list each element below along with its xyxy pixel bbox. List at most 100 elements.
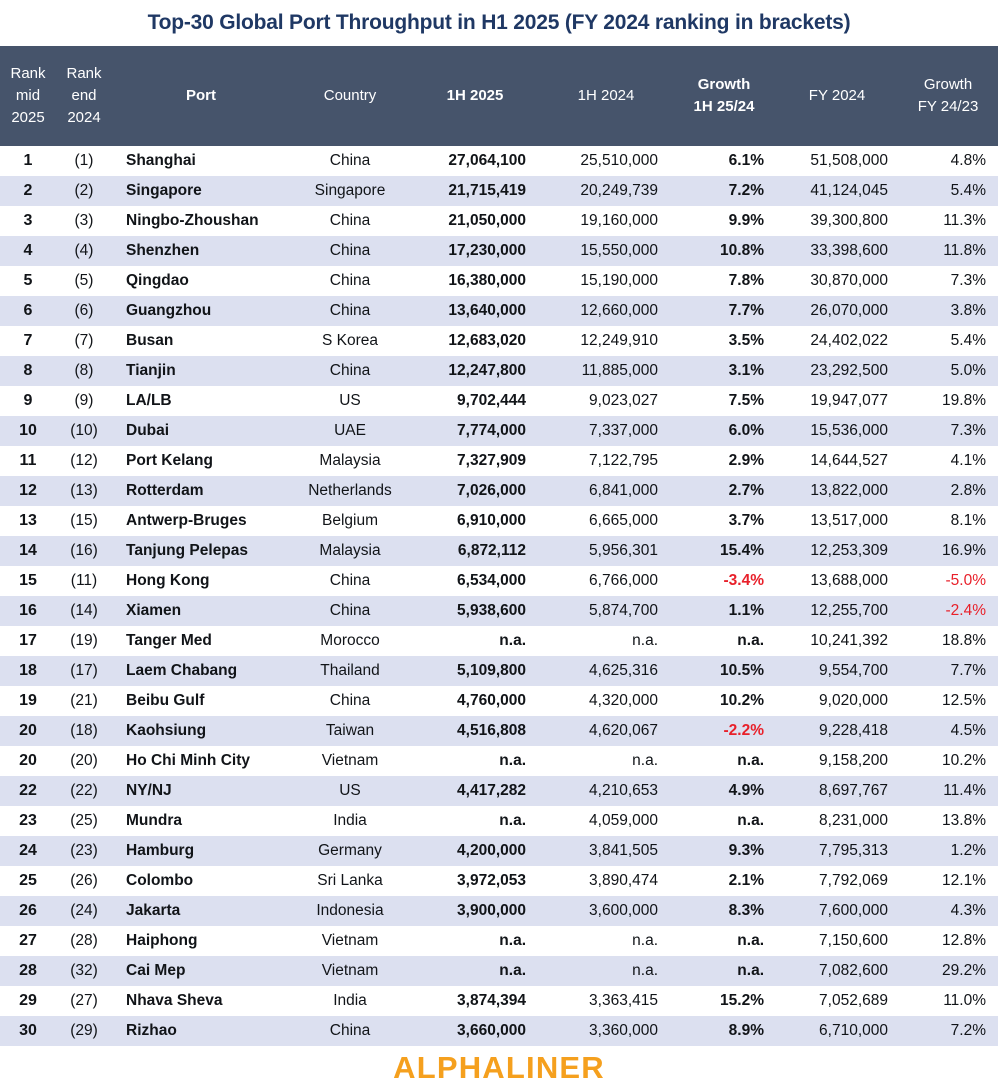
cell-h1-2024: n.a.: [632, 962, 658, 979]
cell-rank-mid: 9: [23, 392, 33, 409]
cell-growth-1h: 2.1%: [728, 872, 764, 889]
cell-h1-2024: 3,890,474: [589, 872, 658, 889]
cell-port-name: Tianjin: [126, 362, 176, 379]
cell-rank-mid: 24: [19, 842, 37, 859]
cell-rank-end: (28): [70, 932, 98, 949]
alphaliner-logo: ALPHALINER: [393, 1050, 605, 1085]
column-header-rank-end-2024: Rank end 2024: [56, 46, 112, 146]
cell-rank-end: (1): [74, 152, 94, 169]
footer: ALPHALINER: [0, 1046, 998, 1088]
cell-growth-1h: n.a.: [737, 962, 764, 979]
cell-rank-mid: 3: [23, 212, 33, 229]
cell-h1-2024: 4,320,000: [589, 692, 658, 709]
cell-rank-end: (20): [70, 752, 98, 769]
port-throughput-table: Rank mid 2025 Rank end 2024 Port Country…: [0, 46, 998, 1046]
cell-h1-2025: 7,327,909: [457, 452, 526, 469]
cell-h1-2025: 3,874,394: [457, 992, 526, 1009]
cell-port-name: Nhava Sheva: [126, 992, 223, 1009]
cell-growth-fy: 18.8%: [942, 632, 986, 649]
cell-growth-fy: 7.7%: [950, 662, 986, 679]
cell-rank-mid: 13: [19, 512, 37, 529]
cell-rank-mid: 1: [23, 152, 33, 169]
cell-rank-mid: 28: [19, 962, 37, 979]
cell-growth-fy: 5.0%: [950, 362, 986, 379]
cell-h1-2024: n.a.: [632, 752, 658, 769]
cell-growth-1h: 4.9%: [728, 782, 764, 799]
cell-h1-2024: 5,956,301: [589, 542, 658, 559]
cell-country: Malaysia: [319, 452, 381, 469]
cell-country: UAE: [334, 422, 366, 439]
rank-mid-line3: 2025: [11, 108, 45, 126]
cell-fy-2024: 15,536,000: [810, 422, 888, 439]
cell-h1-2024: 3,360,000: [589, 1022, 658, 1039]
cell-h1-2025: n.a.: [499, 962, 526, 979]
cell-h1-2025: n.a.: [499, 632, 526, 649]
cell-rank-mid: 17: [19, 632, 37, 649]
table-row: 24 (23) Hamburg Germany 4,200,000 3,841,505 9.…: [0, 836, 998, 866]
cell-fy-2024: 12,253,309: [810, 542, 888, 559]
table-row: 29 (27) Nhava Sheva India 3,874,394 3,363,415…: [0, 986, 998, 1016]
table-row: 23 (25) Mundra India n.a. 4,059,000 n.a. 8,231,…: [0, 806, 998, 836]
cell-rank-mid: 29: [19, 992, 37, 1009]
cell-port-name: Singapore: [126, 182, 202, 199]
cell-port-name: Mundra: [126, 812, 182, 829]
table-row: 14 (16) Tanjung Pelepas Malaysia 6,872,112 5,…: [0, 536, 998, 566]
cell-fy-2024: 24,402,022: [810, 332, 888, 349]
cell-growth-fy: 7.3%: [950, 422, 986, 439]
cell-growth-1h: n.a.: [737, 812, 764, 829]
table-row: 20 (20) Ho Chi Minh City Vietnam n.a. n.a. n.a…: [0, 746, 998, 776]
cell-h1-2025: 5,938,600: [457, 602, 526, 619]
cell-h1-2025: 21,715,419: [448, 182, 526, 199]
cell-fy-2024: 13,517,000: [810, 512, 888, 529]
cell-rank-mid: 20: [19, 752, 37, 769]
cell-growth-fy: 7.3%: [950, 272, 986, 289]
cell-rank-end: (21): [70, 692, 98, 709]
cell-rank-end: (26): [70, 872, 98, 889]
table-row: 7 (7) Busan S Korea 12,683,020 12,249,910 3.5%…: [0, 326, 998, 356]
rank-mid-line1: Rank: [10, 65, 46, 83]
cell-country: US: [339, 782, 361, 799]
cell-port-name: Laem Chabang: [126, 662, 238, 679]
cell-growth-fy: 4.3%: [950, 902, 986, 919]
column-header-growth-fy: Growth FY 24/23: [898, 46, 998, 146]
growth-fy-line2: FY 24/23: [917, 98, 979, 115]
cell-growth-fy: 16.9%: [942, 542, 986, 559]
cell-rank-mid: 16: [19, 602, 37, 619]
cell-h1-2025: 21,050,000: [448, 212, 526, 229]
cell-growth-1h: 8.9%: [728, 1022, 764, 1039]
table-row: 12 (13) Rotterdam Netherlands 7,026,000 6,841…: [0, 476, 998, 506]
cell-h1-2025: 4,760,000: [457, 692, 526, 709]
cell-rank-mid: 11: [19, 452, 37, 469]
cell-rank-end: (29): [70, 1022, 98, 1039]
cell-port-name: Qingdao: [126, 272, 189, 289]
page-title: Top-30 Global Port Throughput in H1 2025…: [147, 11, 851, 34]
cell-port-name: Tanger Med: [126, 632, 212, 649]
cell-h1-2024: 11,885,000: [581, 362, 658, 379]
cell-port-name: Ningbo-Zhoushan: [126, 212, 259, 229]
cell-h1-2024: 25,510,000: [580, 152, 658, 169]
cell-growth-1h: 3.1%: [728, 362, 764, 379]
cell-rank-end: (19): [70, 632, 98, 649]
table-row: 6 (6) Guangzhou China 13,640,000 12,660,000 7.…: [0, 296, 998, 326]
table-row: 10 (10) Dubai UAE 7,774,000 7,337,000 6.0% 15,5…: [0, 416, 998, 446]
cell-port-name: Shanghai: [126, 152, 196, 169]
cell-port-name: Beibu Gulf: [126, 692, 205, 709]
cell-port-name: Hamburg: [126, 842, 195, 859]
cell-country: S Korea: [321, 332, 378, 349]
cell-rank-end: (25): [70, 812, 98, 829]
cell-country: Morocco: [320, 632, 380, 649]
table-row: 5 (5) Qingdao China 16,380,000 15,190,000 7.8%…: [0, 266, 998, 296]
table-row: 8 (8) Tianjin China 12,247,800 11,885,000 3.1%…: [0, 356, 998, 386]
cell-rank-mid: 2: [23, 182, 33, 199]
rank-end-line3: 2024: [67, 108, 101, 126]
cell-growth-1h: 6.0%: [728, 422, 764, 439]
column-header-rank-mid-2025: Rank mid 2025: [0, 46, 56, 146]
table-row: 11 (12) Port Kelang Malaysia 7,327,909 7,122,…: [0, 446, 998, 476]
cell-growth-fy: 4.1%: [950, 452, 986, 469]
cell-country: China: [329, 302, 371, 319]
cell-h1-2024: 3,600,000: [589, 902, 658, 919]
cell-rank-mid: 6: [23, 302, 33, 319]
cell-h1-2025: 5,109,800: [457, 662, 526, 679]
table-row: 9 (9) LA/LB US 9,702,444 9,023,027 7.5% 19,947,…: [0, 386, 998, 416]
cell-h1-2025: 4,516,808: [457, 722, 526, 739]
